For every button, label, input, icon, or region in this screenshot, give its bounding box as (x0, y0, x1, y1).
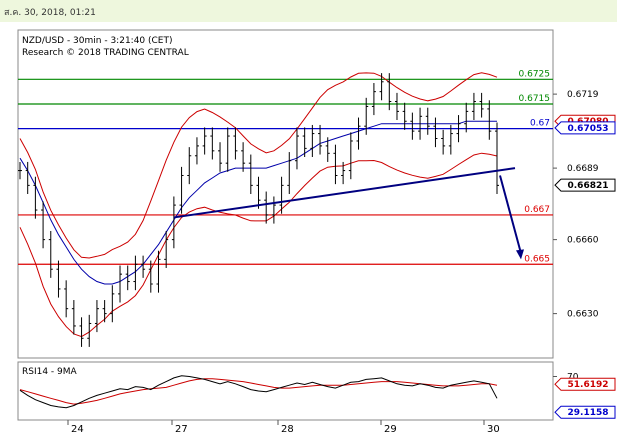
x-tick-label: 24 (71, 424, 84, 435)
rsi-panel: RSI14 - 9MA 70 51.6192 29.1158 (17, 361, 616, 421)
x-axis: 24 27 28 29 30 (67, 420, 500, 435)
rsi-line (19, 375, 498, 409)
projection-arrow-shaft (499, 175, 522, 254)
svg-text:0.67053: 0.67053 (568, 124, 609, 134)
level-label: 0.67 (530, 119, 550, 129)
level-label: 0.667 (524, 205, 550, 215)
price-badge: 0.66821 (554, 178, 616, 192)
header-timestamp: ส.ค. 30, 2018, 01:21 (4, 8, 96, 18)
lower-band-line (19, 152, 498, 338)
y-tick-label: 0.6660 (567, 236, 599, 246)
y-tick-label: 0.6719 (567, 90, 599, 100)
x-tick-label: 30 (487, 424, 500, 435)
main-panel-title: NZD/USD - 30min - 3:21:40 (CET) (22, 36, 173, 46)
rsi-panel-title: RSI14 - 9MA (22, 367, 78, 377)
x-tick-label: 29 (384, 424, 397, 435)
header-bar (0, 0, 617, 22)
svg-text:29.1158: 29.1158 (568, 408, 609, 418)
main-panel: NZD/USD - 30min - 3:21:40 (CET) Research… (17, 29, 616, 359)
level-label: 0.6715 (519, 94, 551, 104)
x-tick-label: 28 (281, 424, 294, 435)
svg-text:51.6192: 51.6192 (568, 380, 609, 390)
price-badge: 0.67053 (554, 121, 616, 135)
level-label: 0.6725 (519, 69, 551, 79)
y-tick-label: 0.6689 (567, 164, 599, 174)
rsi-badge: 29.1158 (554, 405, 616, 419)
rsi-ma-line (19, 378, 498, 405)
projection-arrow-head (516, 249, 524, 260)
main-panel-credit: Research © 2018 TRADING CENTRAL (22, 48, 189, 58)
level-label: 0.665 (524, 254, 550, 264)
x-tick-label: 27 (175, 424, 188, 435)
upper-band-line (19, 72, 498, 259)
trend-line (173, 167, 516, 219)
rsi-y-tick-label: 70 (567, 373, 579, 383)
rsi-badge: 51.6192 (554, 377, 616, 391)
y-tick-label: 0.6630 (567, 310, 599, 320)
svg-text:0.66821: 0.66821 (568, 181, 609, 191)
moving-average-line (19, 120, 497, 285)
